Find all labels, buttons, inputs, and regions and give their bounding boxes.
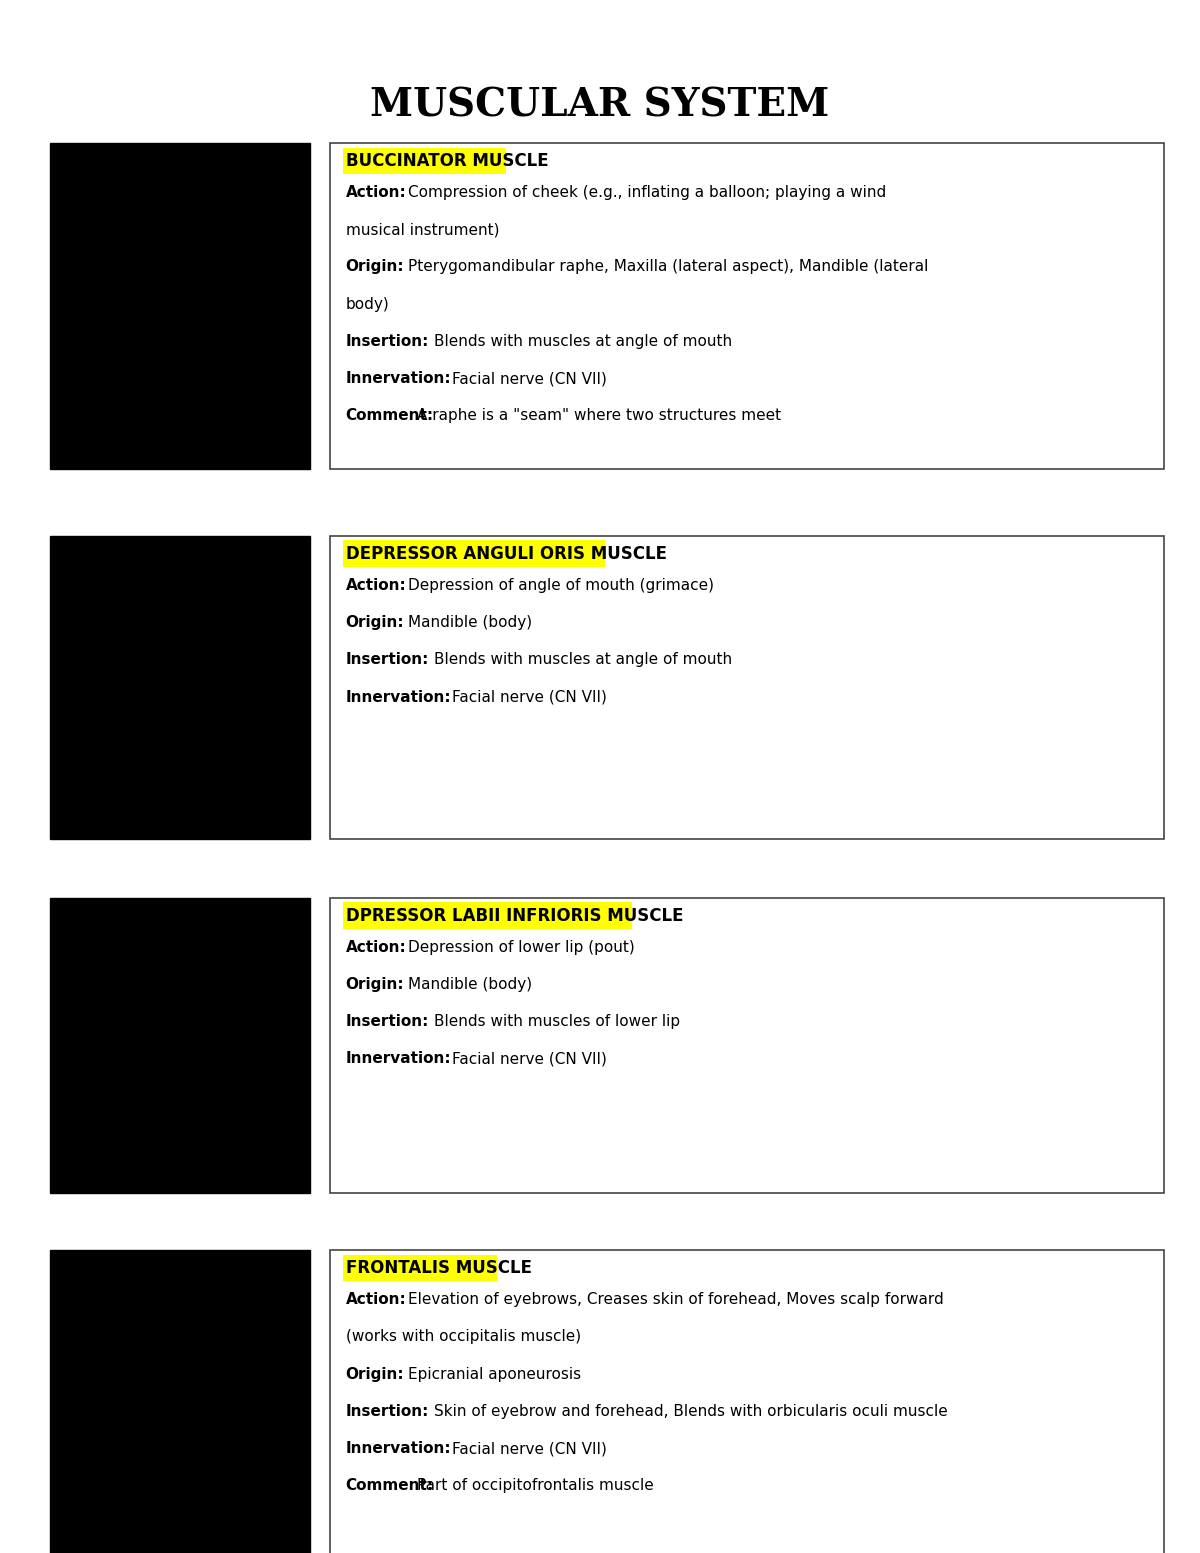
Text: Depression of angle of mouth (grimace): Depression of angle of mouth (grimace)	[408, 578, 714, 593]
Text: (works with occipitalis muscle): (works with occipitalis muscle)	[346, 1329, 581, 1345]
Text: Facial nerve (CN VII): Facial nerve (CN VII)	[452, 371, 607, 387]
Bar	[330, 1250, 1164, 1553]
Text: Epicranial aponeurosis: Epicranial aponeurosis	[408, 1367, 581, 1382]
Bar	[50, 898, 310, 1193]
Text: Comment:: Comment:	[346, 408, 433, 424]
Text: Action:: Action:	[346, 185, 407, 200]
Text: Insertion:: Insertion:	[346, 334, 428, 349]
Bar	[343, 902, 631, 929]
Text: FRONTALIS MUSCLE: FRONTALIS MUSCLE	[346, 1259, 532, 1278]
Text: Innervation:: Innervation:	[346, 1441, 451, 1457]
Text: Innervation:: Innervation:	[346, 690, 451, 705]
Text: DPRESSOR LABII INFRIORIS MUSCLE: DPRESSOR LABII INFRIORIS MUSCLE	[346, 907, 683, 926]
Bar	[343, 148, 506, 174]
Text: MUSCULAR SYSTEM: MUSCULAR SYSTEM	[371, 87, 829, 124]
Bar	[50, 536, 310, 839]
Text: Compression of cheek (e.g., inflating a balloon; playing a wind: Compression of cheek (e.g., inflating a …	[408, 185, 886, 200]
Text: Facial nerve (CN VII): Facial nerve (CN VII)	[452, 690, 607, 705]
Text: Skin of eyebrow and forehead, Blends with orbicularis oculi muscle: Skin of eyebrow and forehead, Blends wit…	[434, 1404, 948, 1419]
Text: Part of occipitofrontalis muscle: Part of occipitofrontalis muscle	[416, 1478, 653, 1494]
Text: BUCCINATOR MUSCLE: BUCCINATOR MUSCLE	[346, 152, 548, 171]
Text: Action:: Action:	[346, 940, 407, 955]
Text: Mandible (body): Mandible (body)	[408, 977, 532, 992]
Text: Action:: Action:	[346, 578, 407, 593]
Text: DEPRESSOR ANGULI ORIS MUSCLE: DEPRESSOR ANGULI ORIS MUSCLE	[346, 545, 667, 564]
Text: Insertion:: Insertion:	[346, 652, 428, 668]
Bar	[330, 143, 1164, 469]
Text: Innervation:: Innervation:	[346, 1051, 451, 1067]
Bar	[50, 143, 310, 469]
Bar	[330, 536, 1164, 839]
Text: Depression of lower lip (pout): Depression of lower lip (pout)	[408, 940, 635, 955]
Text: Blends with muscles at angle of mouth: Blends with muscles at angle of mouth	[434, 334, 732, 349]
Bar	[343, 1255, 497, 1281]
Text: musical instrument): musical instrument)	[346, 222, 499, 238]
Text: Blends with muscles at angle of mouth: Blends with muscles at angle of mouth	[434, 652, 732, 668]
Bar	[343, 540, 605, 567]
Text: Action:: Action:	[346, 1292, 407, 1308]
Text: Pterygomandibular raphe, Maxilla (lateral aspect), Mandible (lateral: Pterygomandibular raphe, Maxilla (latera…	[408, 259, 928, 275]
Text: A raphe is a "seam" where two structures meet: A raphe is a "seam" where two structures…	[416, 408, 781, 424]
Text: Mandible (body): Mandible (body)	[408, 615, 532, 631]
Text: Insertion:: Insertion:	[346, 1404, 428, 1419]
Text: body): body)	[346, 297, 389, 312]
Text: Elevation of eyebrows, Creases skin of forehead, Moves scalp forward: Elevation of eyebrows, Creases skin of f…	[408, 1292, 943, 1308]
Text: Comment:: Comment:	[346, 1478, 433, 1494]
Bar	[50, 1250, 310, 1553]
Text: Origin:: Origin:	[346, 977, 404, 992]
Text: Blends with muscles of lower lip: Blends with muscles of lower lip	[434, 1014, 680, 1030]
Text: Facial nerve (CN VII): Facial nerve (CN VII)	[452, 1051, 607, 1067]
Text: Insertion:: Insertion:	[346, 1014, 428, 1030]
Text: Origin:: Origin:	[346, 615, 404, 631]
Bar	[330, 898, 1164, 1193]
Text: Origin:: Origin:	[346, 259, 404, 275]
Text: Innervation:: Innervation:	[346, 371, 451, 387]
Text: Facial nerve (CN VII): Facial nerve (CN VII)	[452, 1441, 607, 1457]
Text: Origin:: Origin:	[346, 1367, 404, 1382]
